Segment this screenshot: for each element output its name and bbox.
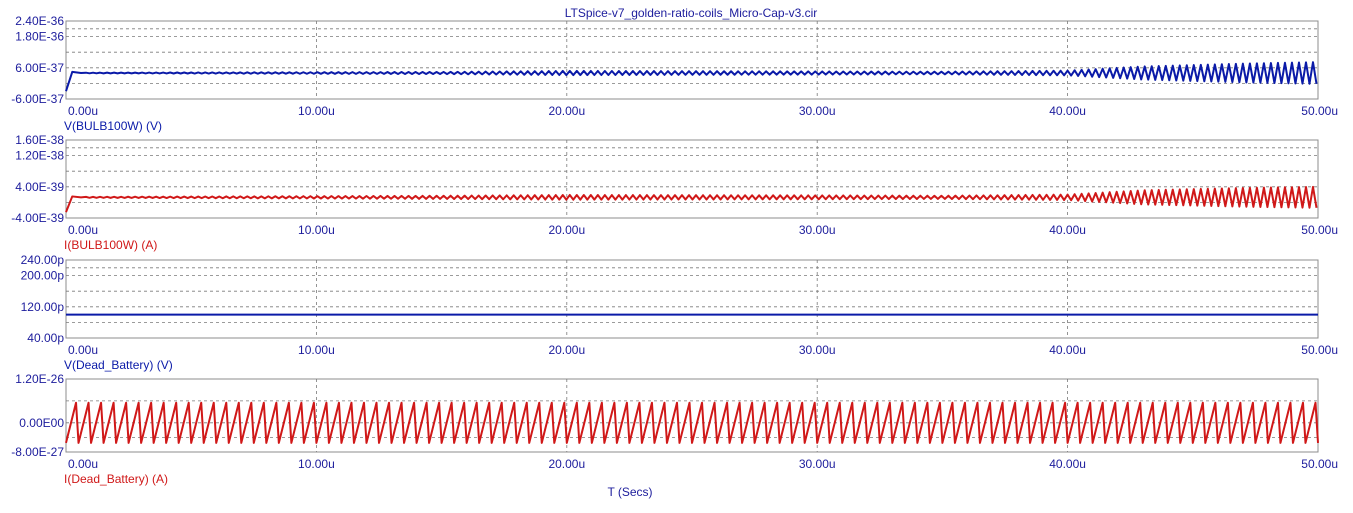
x-tick-label: 30.00u bbox=[799, 223, 836, 237]
chart-title: LTSpice-v7_golden-ratio-coils_Micro-Cap-… bbox=[565, 6, 818, 20]
y-tick-label: -8.00E-27 bbox=[11, 445, 64, 459]
x-tick-label: 30.00u bbox=[799, 457, 836, 471]
y-tick-label: 40.00p bbox=[27, 331, 64, 345]
plot-frame bbox=[65, 139, 1319, 219]
x-tick-label: 20.00u bbox=[548, 223, 585, 237]
plot-frame bbox=[65, 20, 1319, 100]
x-tick-label: 0.00u bbox=[68, 223, 98, 237]
series-line bbox=[65, 61, 1318, 92]
series-line bbox=[65, 401, 1319, 444]
x-tick-label: 50.00u bbox=[1301, 457, 1338, 471]
x-tick-label: 50.00u bbox=[1301, 104, 1338, 118]
plot-frame bbox=[65, 378, 1319, 453]
plot-frame bbox=[65, 259, 1319, 339]
x-tick-label: 10.00u bbox=[298, 223, 335, 237]
x-axis-label: T (Secs) bbox=[607, 485, 652, 499]
x-tick-label: 20.00u bbox=[548, 343, 585, 357]
series-label: I(Dead_Battery) (A) bbox=[64, 472, 168, 486]
x-tick-label: 50.00u bbox=[1301, 343, 1338, 357]
series-label: V(BULB100W) (V) bbox=[64, 119, 162, 133]
plot-panel-4: 1.20E-26 0.00E00 -8.00E-27 0.00u 10.00u 20.00… bbox=[11, 372, 1338, 486]
x-tick-label: 40.00u bbox=[1049, 457, 1086, 471]
plot-panel-2: 1.60E-38 1.20E-38 4.00E-39 -4.00E-39 0.00u 10… bbox=[11, 133, 1338, 252]
y-tick-label: 200.00p bbox=[21, 269, 65, 283]
x-tick-label: 20.00u bbox=[548, 457, 585, 471]
y-tick-label: 1.20E-38 bbox=[15, 149, 64, 163]
y-tick-label: 0.00E00 bbox=[19, 416, 64, 430]
x-tick-label: 0.00u bbox=[68, 457, 98, 471]
y-tick-label: 2.40E-36 bbox=[15, 14, 64, 28]
series-label: V(Dead_Battery) (V) bbox=[64, 358, 173, 372]
series-line bbox=[65, 185, 1318, 213]
y-tick-label: -6.00E-37 bbox=[11, 92, 64, 106]
series-label: I(BULB100W) (A) bbox=[64, 238, 157, 252]
plot-panels: 2.40E-36 1.80E-36 6.00E-37 -6.00E-37 0.00u 10… bbox=[11, 14, 1338, 486]
y-tick-label: 6.00E-37 bbox=[15, 61, 64, 75]
y-tick-label: 1.80E-36 bbox=[15, 30, 64, 44]
y-tick-label: 120.00p bbox=[21, 300, 65, 314]
x-tick-label: 10.00u bbox=[298, 457, 335, 471]
x-tick-label: 10.00u bbox=[298, 343, 335, 357]
x-tick-label: 30.00u bbox=[799, 343, 836, 357]
y-tick-label: 240.00p bbox=[21, 253, 65, 267]
x-tick-label: 0.00u bbox=[68, 343, 98, 357]
x-tick-label: 50.00u bbox=[1301, 223, 1338, 237]
x-tick-label: 40.00u bbox=[1049, 343, 1086, 357]
plot-panel-3: 240.00p 200.00p 120.00p 40.00p 0.00u 10.00u 20… bbox=[21, 253, 1338, 372]
x-tick-label: 40.00u bbox=[1049, 223, 1086, 237]
x-tick-label: 0.00u bbox=[68, 104, 98, 118]
x-tick-label: 20.00u bbox=[548, 104, 585, 118]
x-tick-label: 30.00u bbox=[799, 104, 836, 118]
y-tick-label: 1.60E-38 bbox=[15, 133, 64, 147]
plot-panel-1: 2.40E-36 1.80E-36 6.00E-37 -6.00E-37 0.00u 10… bbox=[11, 14, 1338, 133]
y-tick-label: 4.00E-39 bbox=[15, 180, 64, 194]
x-tick-label: 40.00u bbox=[1049, 104, 1086, 118]
y-tick-label: 1.20E-26 bbox=[15, 372, 64, 386]
x-tick-label: 10.00u bbox=[298, 104, 335, 118]
y-tick-label: -4.00E-39 bbox=[11, 211, 64, 225]
